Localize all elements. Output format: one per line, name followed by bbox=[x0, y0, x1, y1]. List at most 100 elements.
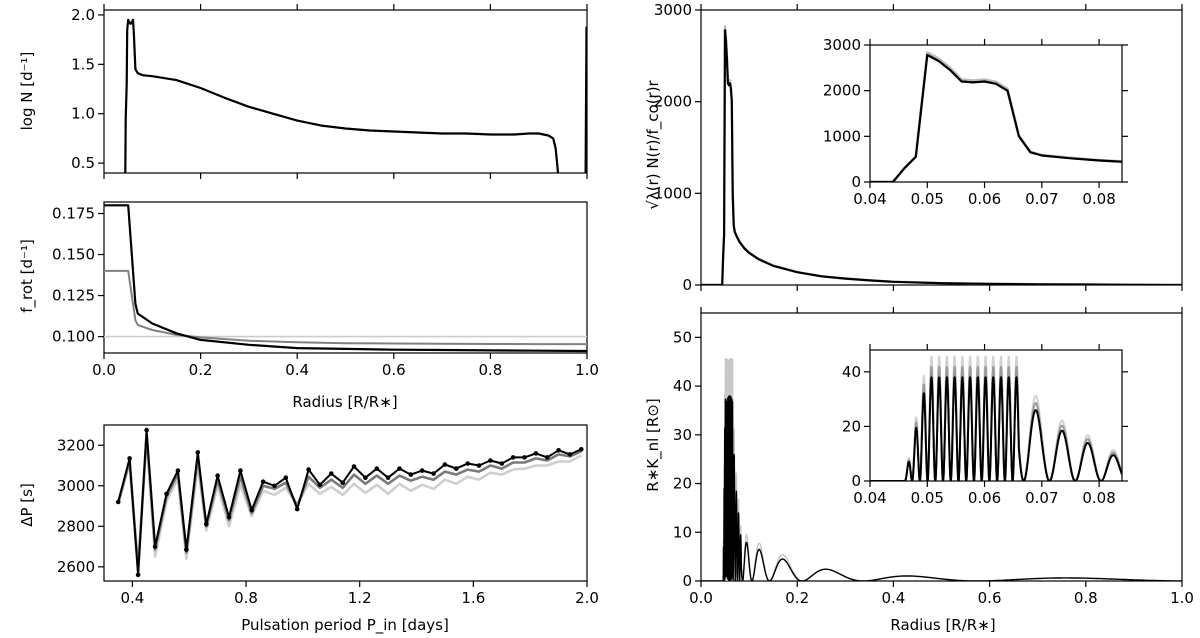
RK-xtick-label: 0.6 bbox=[978, 589, 1002, 607]
RK-inset: 0 20 40 0.04 0.05 0.06 0.07 0.08 bbox=[842, 344, 1128, 507]
lambdaN-inset-xtick-label: 0.04 bbox=[853, 190, 886, 208]
logN-series-line bbox=[124, 18, 560, 173]
RK-xtick-label: 0.0 bbox=[689, 589, 713, 607]
dP-point bbox=[226, 514, 232, 520]
dP-point bbox=[510, 455, 516, 460]
logN-panel: 0.5 1.0 1.5 2.0 bbox=[71, 4, 588, 179]
RK-ytick-label: 0 bbox=[682, 572, 692, 590]
dP-series-line bbox=[116, 432, 582, 573]
dP-xtick-label: 0.8 bbox=[234, 589, 258, 607]
dP-point bbox=[488, 458, 493, 463]
dP-point bbox=[431, 471, 436, 476]
dP-point bbox=[385, 475, 391, 481]
dP-point bbox=[317, 482, 323, 488]
dP-point bbox=[238, 468, 243, 473]
frot-xlabel: Radius [R/R∗] bbox=[292, 393, 397, 411]
dP-point bbox=[544, 455, 550, 460]
RK-inset-ytick-label: 40 bbox=[842, 363, 861, 381]
dP-point bbox=[115, 499, 121, 505]
period-spacing-panel: 2600 2800 3000 3200 0.4 0.8 1.2 1.6 2.0 bbox=[57, 424, 599, 607]
lambdaN-ytick-label: 0 bbox=[682, 276, 692, 294]
dP-point bbox=[351, 464, 357, 469]
dP-point bbox=[499, 461, 505, 466]
frot-xtick-label: 0.4 bbox=[285, 361, 309, 379]
RK-inset-xtick-label: 0.07 bbox=[1025, 489, 1058, 507]
dP-point bbox=[294, 506, 300, 512]
RK-ytick-label: 50 bbox=[673, 328, 692, 346]
RK-inset-frame bbox=[869, 349, 1123, 482]
dP-point bbox=[249, 507, 254, 513]
RK-xtick-label: 0.2 bbox=[785, 589, 809, 607]
frot-ytick-label: 0.100 bbox=[52, 328, 95, 346]
dP-ytick-label: 2600 bbox=[57, 558, 95, 576]
lambdaN-ylabel: √λ(r) N(r)/f_co(r)r bbox=[644, 79, 663, 209]
frot-xtick-label: 0.0 bbox=[92, 361, 116, 379]
dP-xtick-label: 2.0 bbox=[575, 589, 599, 607]
logN-frame bbox=[103, 9, 588, 174]
lambdaN-inset-frame bbox=[869, 44, 1123, 183]
dP-point bbox=[522, 455, 527, 460]
dP-xtick-label: 1.6 bbox=[461, 589, 485, 607]
dP-ytick-label: 2800 bbox=[57, 517, 95, 535]
RK-inset-xtick-label: 0.05 bbox=[911, 489, 944, 507]
lambdaN-inset-xtick-label: 0.05 bbox=[911, 190, 944, 208]
dP-point bbox=[204, 522, 209, 527]
frot-xtick-label: 0.2 bbox=[189, 361, 213, 379]
logN-ytick-label: 2.0 bbox=[71, 6, 95, 24]
lambdaN-frame bbox=[700, 9, 1183, 286]
frot-frame bbox=[103, 201, 588, 354]
dP-point bbox=[184, 547, 189, 552]
dP-point bbox=[567, 452, 573, 457]
frot-xtick-label: 0.8 bbox=[478, 361, 502, 379]
RK-inset-ytick-label: 0 bbox=[851, 472, 861, 490]
lambdaN-inset-xtick-label: 0.07 bbox=[1025, 190, 1058, 208]
RK-ylabel: R∗K_nl [R⊙] bbox=[644, 398, 663, 491]
dP-point bbox=[215, 473, 220, 478]
frot-ylabel: f_rot [d⁻¹] bbox=[18, 239, 37, 313]
logN-ytick-label: 1.0 bbox=[71, 105, 95, 123]
dP-point bbox=[152, 544, 158, 549]
lambdaN-inset-xtick-label: 0.08 bbox=[1082, 190, 1115, 208]
frot-xtick-label: 1.0 bbox=[575, 361, 599, 379]
dP-point bbox=[272, 483, 277, 489]
RK-ytick-label: 20 bbox=[673, 475, 692, 493]
RK-panel: 0 10 20 30 40 50 0.0 0.2 0.4 0.6 0.8 1.0 bbox=[673, 307, 1194, 607]
RK-xtick-label: 0.8 bbox=[1074, 589, 1098, 607]
RK-series-line bbox=[701, 395, 1182, 581]
dP-point bbox=[533, 451, 539, 456]
frot-series-line bbox=[104, 269, 587, 346]
frot-ytick-label: 0.150 bbox=[52, 246, 95, 264]
dP-point bbox=[363, 475, 368, 481]
RK-xtick-label: 1.0 bbox=[1170, 589, 1194, 607]
dP-point bbox=[283, 475, 289, 481]
dP-point bbox=[454, 466, 459, 471]
lambdaN-inset-xtick-label: 0.06 bbox=[968, 190, 1001, 208]
dP-point bbox=[195, 450, 201, 455]
RK-ytick-label: 30 bbox=[673, 426, 692, 444]
logN-ytick-label: 0.5 bbox=[71, 154, 95, 172]
lambda-N-panel: 0 1000 2000 3000 bbox=[654, 1, 1183, 294]
dP-point bbox=[556, 448, 561, 453]
dP-point bbox=[419, 468, 425, 473]
frot-panel: 0.100 0.125 0.150 0.175 0.0 0.2 0.4 0.6 0.8 1.0 bbox=[52, 201, 599, 379]
lambdaN-ytick-label: 3000 bbox=[654, 1, 692, 19]
lambda-N-inset: 0 1000 2000 3000 0.04 0.05 0.06 0.07 0.08 bbox=[823, 36, 1128, 208]
lambdaN-inset-ytick-label: 3000 bbox=[823, 36, 861, 54]
lambdaN-inset-series-line bbox=[870, 53, 1122, 182]
dP-point bbox=[408, 472, 414, 477]
dP-xlabel: Pulsation period P_in [days] bbox=[241, 616, 449, 635]
dP-point bbox=[465, 461, 471, 466]
dP-point bbox=[306, 467, 311, 472]
logN-ytick-label: 1.5 bbox=[71, 55, 95, 73]
dP-point bbox=[579, 447, 584, 452]
dP-ytick-label: 3200 bbox=[57, 436, 95, 454]
dP-ytick-label: 3000 bbox=[57, 477, 95, 495]
frot-ytick-label: 0.175 bbox=[52, 204, 95, 222]
dP-point bbox=[329, 471, 334, 476]
lambdaN-ytick-label: 1000 bbox=[654, 184, 692, 202]
lambdaN-inset-ytick-label: 2000 bbox=[823, 82, 861, 100]
dP-xtick-label: 1.2 bbox=[348, 589, 372, 607]
dP-point bbox=[442, 462, 448, 467]
logN-ylabel: log N [d⁻¹] bbox=[18, 52, 36, 131]
